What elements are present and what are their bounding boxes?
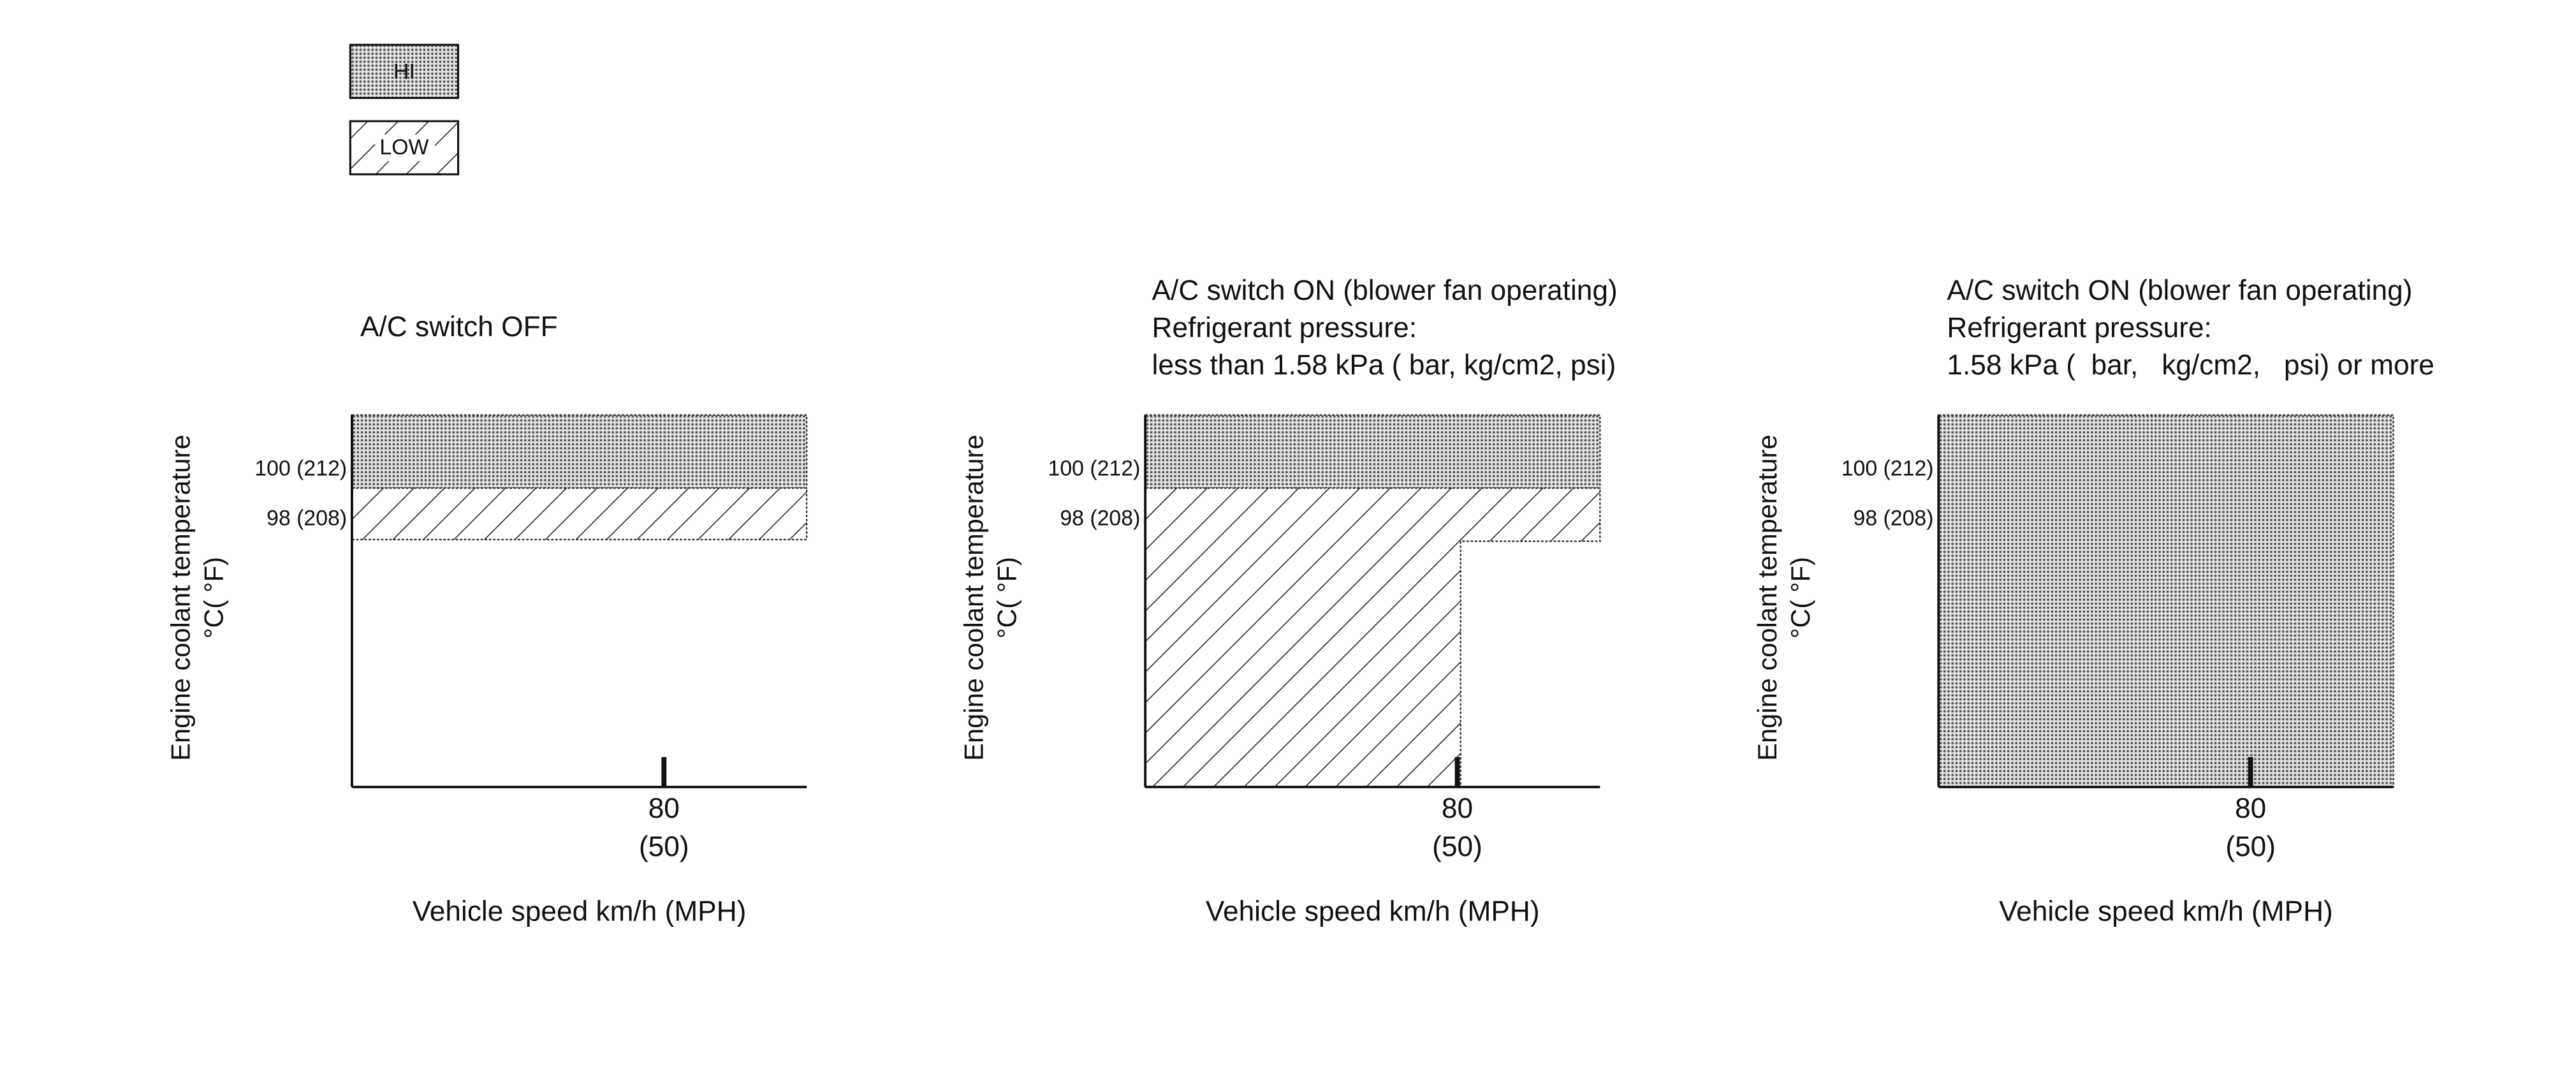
y-axis-label: Engine coolant temperature <box>1752 434 1782 760</box>
y-tick-label: 98 (208) <box>1060 506 1140 531</box>
panel-title: 1.58 kPa ( bar, kg/cm2, psi) or more <box>1947 350 2434 381</box>
hi-zone <box>1938 414 2394 788</box>
y-tick-label: 100 (212) <box>1841 457 1934 481</box>
y-tick-label: 100 (212) <box>254 457 347 481</box>
panel-title: A/C switch ON (blower fan operating) <box>1152 275 1618 306</box>
y-tick-label: 98 (208) <box>1854 506 1934 531</box>
low-zone <box>351 487 808 541</box>
legend-hi-swatch <box>349 43 460 100</box>
panel-title: Refrigerant pressure: <box>1947 312 2212 343</box>
x-tick-label: (50) <box>2225 831 2276 862</box>
x-axis-label: Vehicle speed km/h (MPH) <box>1999 896 2333 927</box>
y-axis-label: Engine coolant temperature <box>959 434 989 760</box>
hi-zone <box>1144 414 1601 489</box>
legend: HI LOW <box>349 43 460 175</box>
x-tick-label: 80 <box>2235 793 2266 824</box>
x-tick-label: (50) <box>1432 831 1482 862</box>
y-axis-label: °C( °F) <box>199 557 229 638</box>
low-zone <box>1144 487 1601 788</box>
panel <box>351 414 808 788</box>
x-tick-label: (50) <box>639 831 689 862</box>
panel <box>1937 414 2394 788</box>
legend-label: LOW <box>379 135 428 159</box>
panel-title: Refrigerant pressure: <box>1152 312 1417 343</box>
panel-title: less than 1.58 kPa ( bar, kg/cm2, psi) <box>1152 350 1616 381</box>
y-tick-label: 100 (212) <box>1048 457 1141 481</box>
legend-label: HI <box>393 59 415 84</box>
hi-zone <box>351 414 808 489</box>
x-tick-label: 80 <box>1442 793 1473 824</box>
panel-title: A/C switch OFF <box>360 311 558 343</box>
legend-label-bg <box>375 134 435 161</box>
x-tick-label: 80 <box>648 793 680 824</box>
x-axis-label: Vehicle speed km/h (MPH) <box>1206 896 1540 927</box>
y-axis-label: Engine coolant temperature <box>165 434 195 760</box>
panel <box>1144 414 1601 788</box>
y-tick-label: 98 (208) <box>267 506 347 531</box>
y-axis-label: °C( °F) <box>1785 557 1815 638</box>
panel-title: A/C switch ON (blower fan operating) <box>1947 275 2412 306</box>
x-axis-label: Vehicle speed km/h (MPH) <box>413 896 747 927</box>
y-axis-label: °C( °F) <box>992 557 1022 638</box>
